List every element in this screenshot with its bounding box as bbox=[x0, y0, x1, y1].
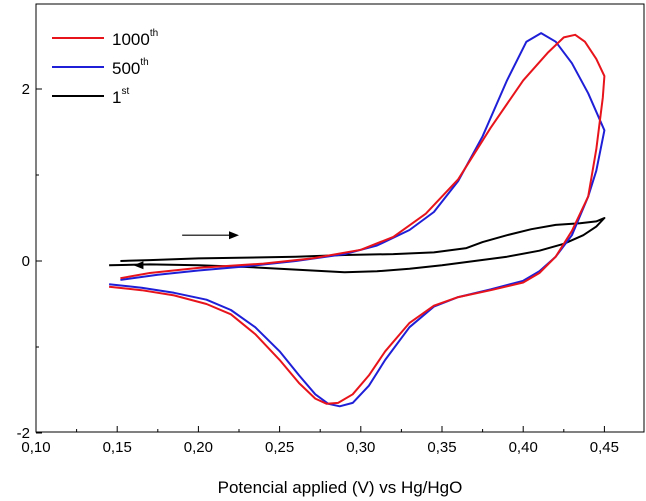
x-tick-label: 0,30 bbox=[346, 439, 375, 456]
return-arrow-head bbox=[133, 261, 144, 270]
x-tick-label: 0,45 bbox=[590, 439, 619, 456]
legend: 1000th 500th 1st bbox=[52, 28, 158, 107]
series-line-1000 bbox=[108, 33, 606, 405]
axis-ticks bbox=[35, 88, 605, 434]
series-layer bbox=[108, 32, 606, 408]
legend-label-500: 500th bbox=[112, 57, 149, 78]
annotations bbox=[133, 231, 239, 270]
legend-label-1: 1st bbox=[112, 86, 129, 107]
x-tick-label: 0,10 bbox=[21, 439, 50, 456]
series-line-500 bbox=[108, 32, 606, 408]
plot-frame bbox=[35, 3, 645, 433]
x-tick-label: 0,40 bbox=[509, 439, 538, 456]
x-tick-label: 0,25 bbox=[265, 439, 294, 456]
series-line-1 bbox=[109, 217, 606, 274]
y-tick-label: 2 bbox=[22, 81, 30, 98]
x-tick-label: 0,20 bbox=[184, 439, 213, 456]
y-tick-label: -2 bbox=[17, 425, 30, 442]
x-axis-title: Potencial applied (V) vs Hg/HgO bbox=[218, 478, 463, 497]
direction-arrow-head bbox=[229, 231, 239, 240]
y-tick-label: 0 bbox=[22, 253, 30, 270]
x-tick-label: 0,35 bbox=[427, 439, 456, 456]
legend-label-1000: 1000th bbox=[112, 28, 158, 49]
x-tick-label: 0,15 bbox=[103, 439, 132, 456]
axis-tick-labels: 0,10 0,15 0,20 0,25 0,30 0,35 0,40 0,45 -2 0 2 bbox=[17, 81, 619, 456]
